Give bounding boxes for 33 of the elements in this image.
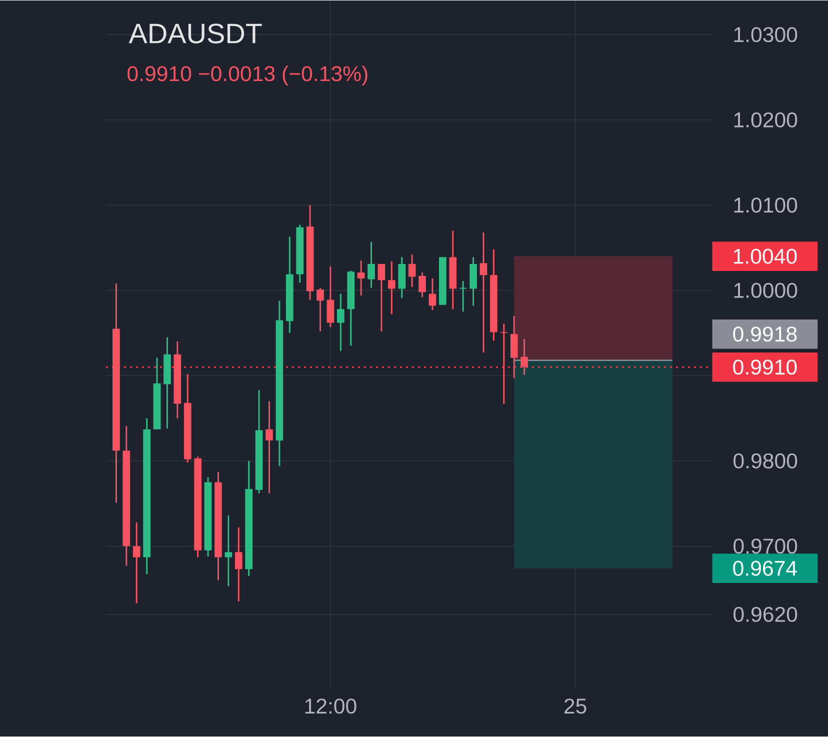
candlestick [428,278,436,311]
candlestick [266,400,273,494]
candlestick [132,522,140,604]
candlestick [357,260,365,296]
candlestick [368,241,375,289]
band-label: 0.9674 [733,561,797,576]
ref-line-label: 0.9910 [733,360,797,375]
text: 0.9910 −0.0013 (−0.13%) [128,66,368,86]
y-tick-label: 0.9700 [734,538,798,554]
text: ADAUSDT [128,24,262,44]
candlestick [418,272,426,298]
candlestick [378,263,386,332]
candlestick [234,526,242,603]
x-tick-label: 12:00 [305,698,356,714]
candlestick [408,254,416,288]
candlestick [326,266,334,328]
band-label: 1.0040 [734,248,797,264]
y-tick-label: 1.0100 [734,198,798,213]
y-tick-label: 1.0300 [734,27,798,42]
candlestick [480,232,488,354]
candlestick [510,315,518,380]
candlestick [224,514,232,588]
y-tick-label: 0.9620 [734,607,798,622]
candlestick [520,338,528,376]
y-tick-label: 1.0000 [734,283,798,298]
candlestick [316,287,324,332]
y-tick-label: 1.0200 [734,112,798,128]
candlestick [388,260,396,316]
x-tick-label: 25 [564,698,586,714]
ref-line-label: 0.9918 [733,326,797,342]
candlestick [500,323,508,405]
candlestick [336,293,344,352]
y-tick-label: 0.9800 [734,454,798,469]
